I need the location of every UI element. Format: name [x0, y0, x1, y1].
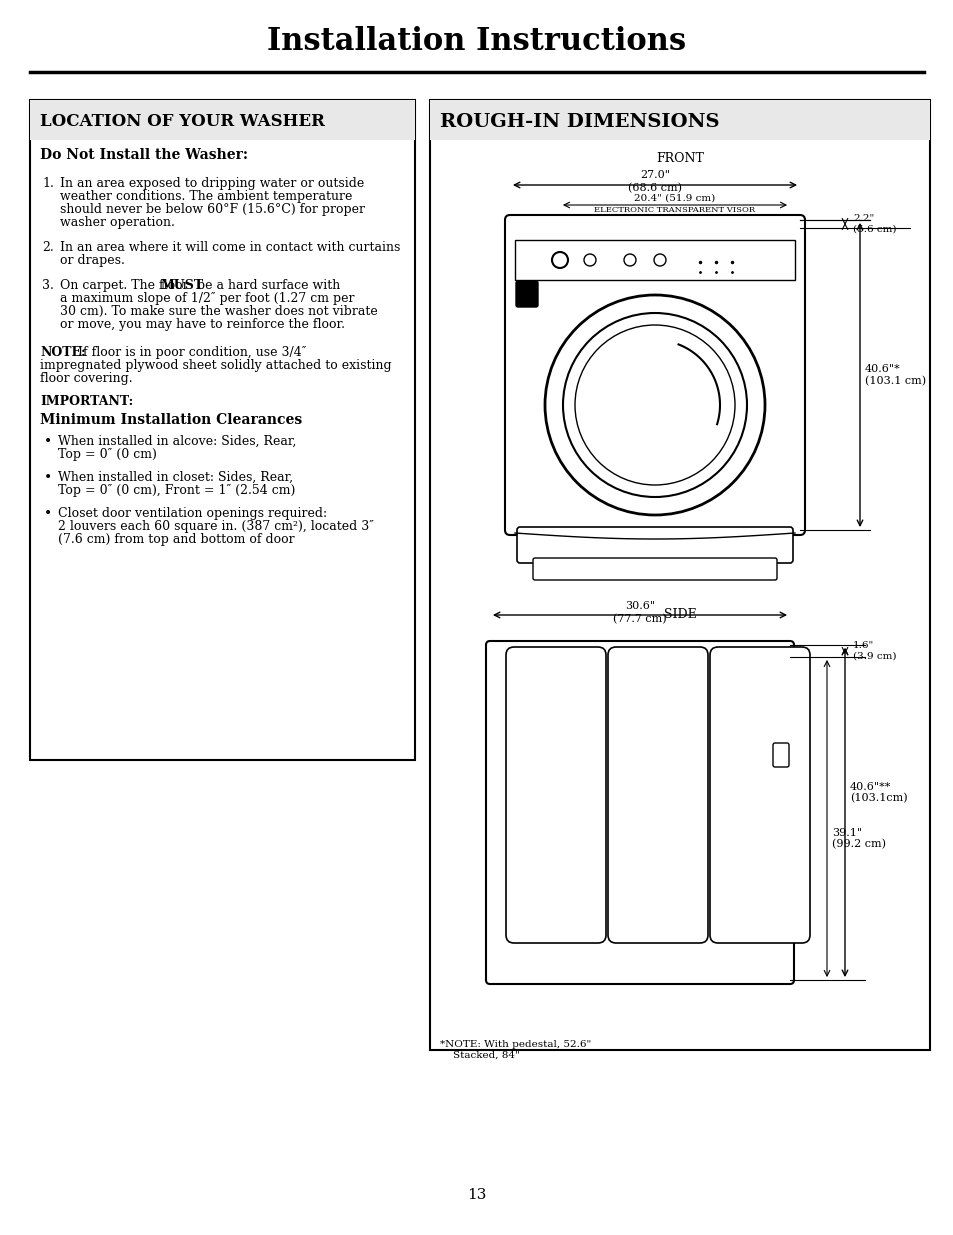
- FancyBboxPatch shape: [517, 527, 792, 563]
- FancyBboxPatch shape: [607, 647, 707, 944]
- Text: floor covering.: floor covering.: [40, 372, 132, 385]
- Text: Top = 0″ (0 cm), Front = 1″ (2.54 cm): Top = 0″ (0 cm), Front = 1″ (2.54 cm): [58, 484, 295, 496]
- Text: 2.2"
(5.6 cm): 2.2" (5.6 cm): [852, 215, 896, 233]
- Text: 20.4" (51.9 cm): 20.4" (51.9 cm): [634, 194, 715, 203]
- Text: Closet door ventilation openings required:: Closet door ventilation openings require…: [58, 508, 327, 520]
- Text: Installation Instructions: Installation Instructions: [267, 26, 686, 58]
- Text: SIDE: SIDE: [663, 609, 696, 621]
- Text: On carpet. The floor: On carpet. The floor: [60, 279, 193, 291]
- Bar: [430, 100, 929, 140]
- FancyBboxPatch shape: [504, 215, 804, 535]
- Text: 3.: 3.: [42, 279, 53, 291]
- Text: IMPORTANT:: IMPORTANT:: [40, 395, 133, 408]
- Text: should never be below 60°F (15.6°C) for proper: should never be below 60°F (15.6°C) for …: [60, 203, 365, 216]
- Text: FRONT: FRONT: [656, 152, 703, 164]
- Text: 39.1"
(99.2 cm): 39.1" (99.2 cm): [831, 827, 885, 850]
- Text: LOCATION OF YOUR WASHER: LOCATION OF YOUR WASHER: [40, 114, 325, 131]
- Bar: [30, 100, 415, 760]
- Text: or drapes.: or drapes.: [60, 254, 125, 267]
- Bar: [515, 240, 794, 280]
- Text: 13: 13: [467, 1188, 486, 1202]
- Text: 27.0": 27.0": [639, 170, 669, 180]
- Text: 2.: 2.: [42, 241, 53, 254]
- Text: •: •: [44, 508, 52, 521]
- Text: Do Not Install the Washer:: Do Not Install the Washer:: [40, 148, 248, 162]
- Text: be a hard surface with: be a hard surface with: [193, 279, 339, 291]
- FancyBboxPatch shape: [516, 282, 537, 308]
- FancyBboxPatch shape: [505, 647, 605, 944]
- Text: When installed in closet: Sides, Rear,: When installed in closet: Sides, Rear,: [58, 471, 293, 484]
- Bar: [430, 100, 929, 1050]
- Text: 30 cm). To make sure the washer does not vibrate: 30 cm). To make sure the washer does not…: [60, 305, 377, 317]
- Text: •: •: [44, 471, 52, 485]
- Text: 40.6"**
(103.1cm): 40.6"** (103.1cm): [849, 782, 906, 804]
- Text: *NOTE: With pedestal, 52.6"
    Stacked, 84": *NOTE: With pedestal, 52.6" Stacked, 84": [439, 1040, 591, 1060]
- Text: In an area where it will come in contact with curtains: In an area where it will come in contact…: [60, 241, 400, 254]
- FancyBboxPatch shape: [709, 647, 809, 944]
- Text: (7.6 cm) from top and bottom of door: (7.6 cm) from top and bottom of door: [58, 534, 294, 546]
- Text: ELECTRONIC TRANSPARENT VISOR: ELECTRONIC TRANSPARENT VISOR: [594, 206, 755, 214]
- Text: Top = 0″ (0 cm): Top = 0″ (0 cm): [58, 448, 156, 461]
- FancyBboxPatch shape: [533, 558, 776, 580]
- Text: •: •: [44, 435, 52, 450]
- Text: 2 louvers each 60 square in. (387 cm²), located 3″: 2 louvers each 60 square in. (387 cm²), …: [58, 520, 374, 534]
- Text: In an area exposed to dripping water or outside: In an area exposed to dripping water or …: [60, 177, 364, 190]
- Text: or move, you may have to reinforce the floor.: or move, you may have to reinforce the f…: [60, 317, 345, 331]
- Text: impregnated plywood sheet solidly attached to existing: impregnated plywood sheet solidly attach…: [40, 359, 392, 372]
- Text: When installed in alcove: Sides, Rear,: When installed in alcove: Sides, Rear,: [58, 435, 296, 448]
- Text: 40.6"*
(103.1 cm): 40.6"* (103.1 cm): [864, 364, 925, 387]
- FancyBboxPatch shape: [485, 641, 793, 984]
- Bar: [30, 100, 415, 140]
- Text: (77.7 cm): (77.7 cm): [613, 614, 666, 624]
- Text: washer operation.: washer operation.: [60, 216, 174, 228]
- Text: Minimum Installation Clearances: Minimum Installation Clearances: [40, 412, 302, 427]
- Text: ROUGH-IN DIMENSIONS: ROUGH-IN DIMENSIONS: [439, 112, 719, 131]
- Text: NOTE:: NOTE:: [40, 346, 86, 359]
- Text: MUST: MUST: [161, 279, 204, 291]
- Text: 1.6"
(3.9 cm): 1.6" (3.9 cm): [852, 641, 896, 661]
- Text: If floor is in poor condition, use 3/4″: If floor is in poor condition, use 3/4″: [78, 346, 306, 359]
- Text: 30.6": 30.6": [624, 601, 655, 611]
- FancyBboxPatch shape: [772, 743, 788, 767]
- Text: 1.: 1.: [42, 177, 53, 190]
- Text: weather conditions. The ambient temperature: weather conditions. The ambient temperat…: [60, 190, 352, 203]
- Text: a maximum slope of 1/2″ per foot (1.27 cm per: a maximum slope of 1/2″ per foot (1.27 c…: [60, 291, 355, 305]
- Text: (68.6 cm): (68.6 cm): [627, 183, 681, 193]
